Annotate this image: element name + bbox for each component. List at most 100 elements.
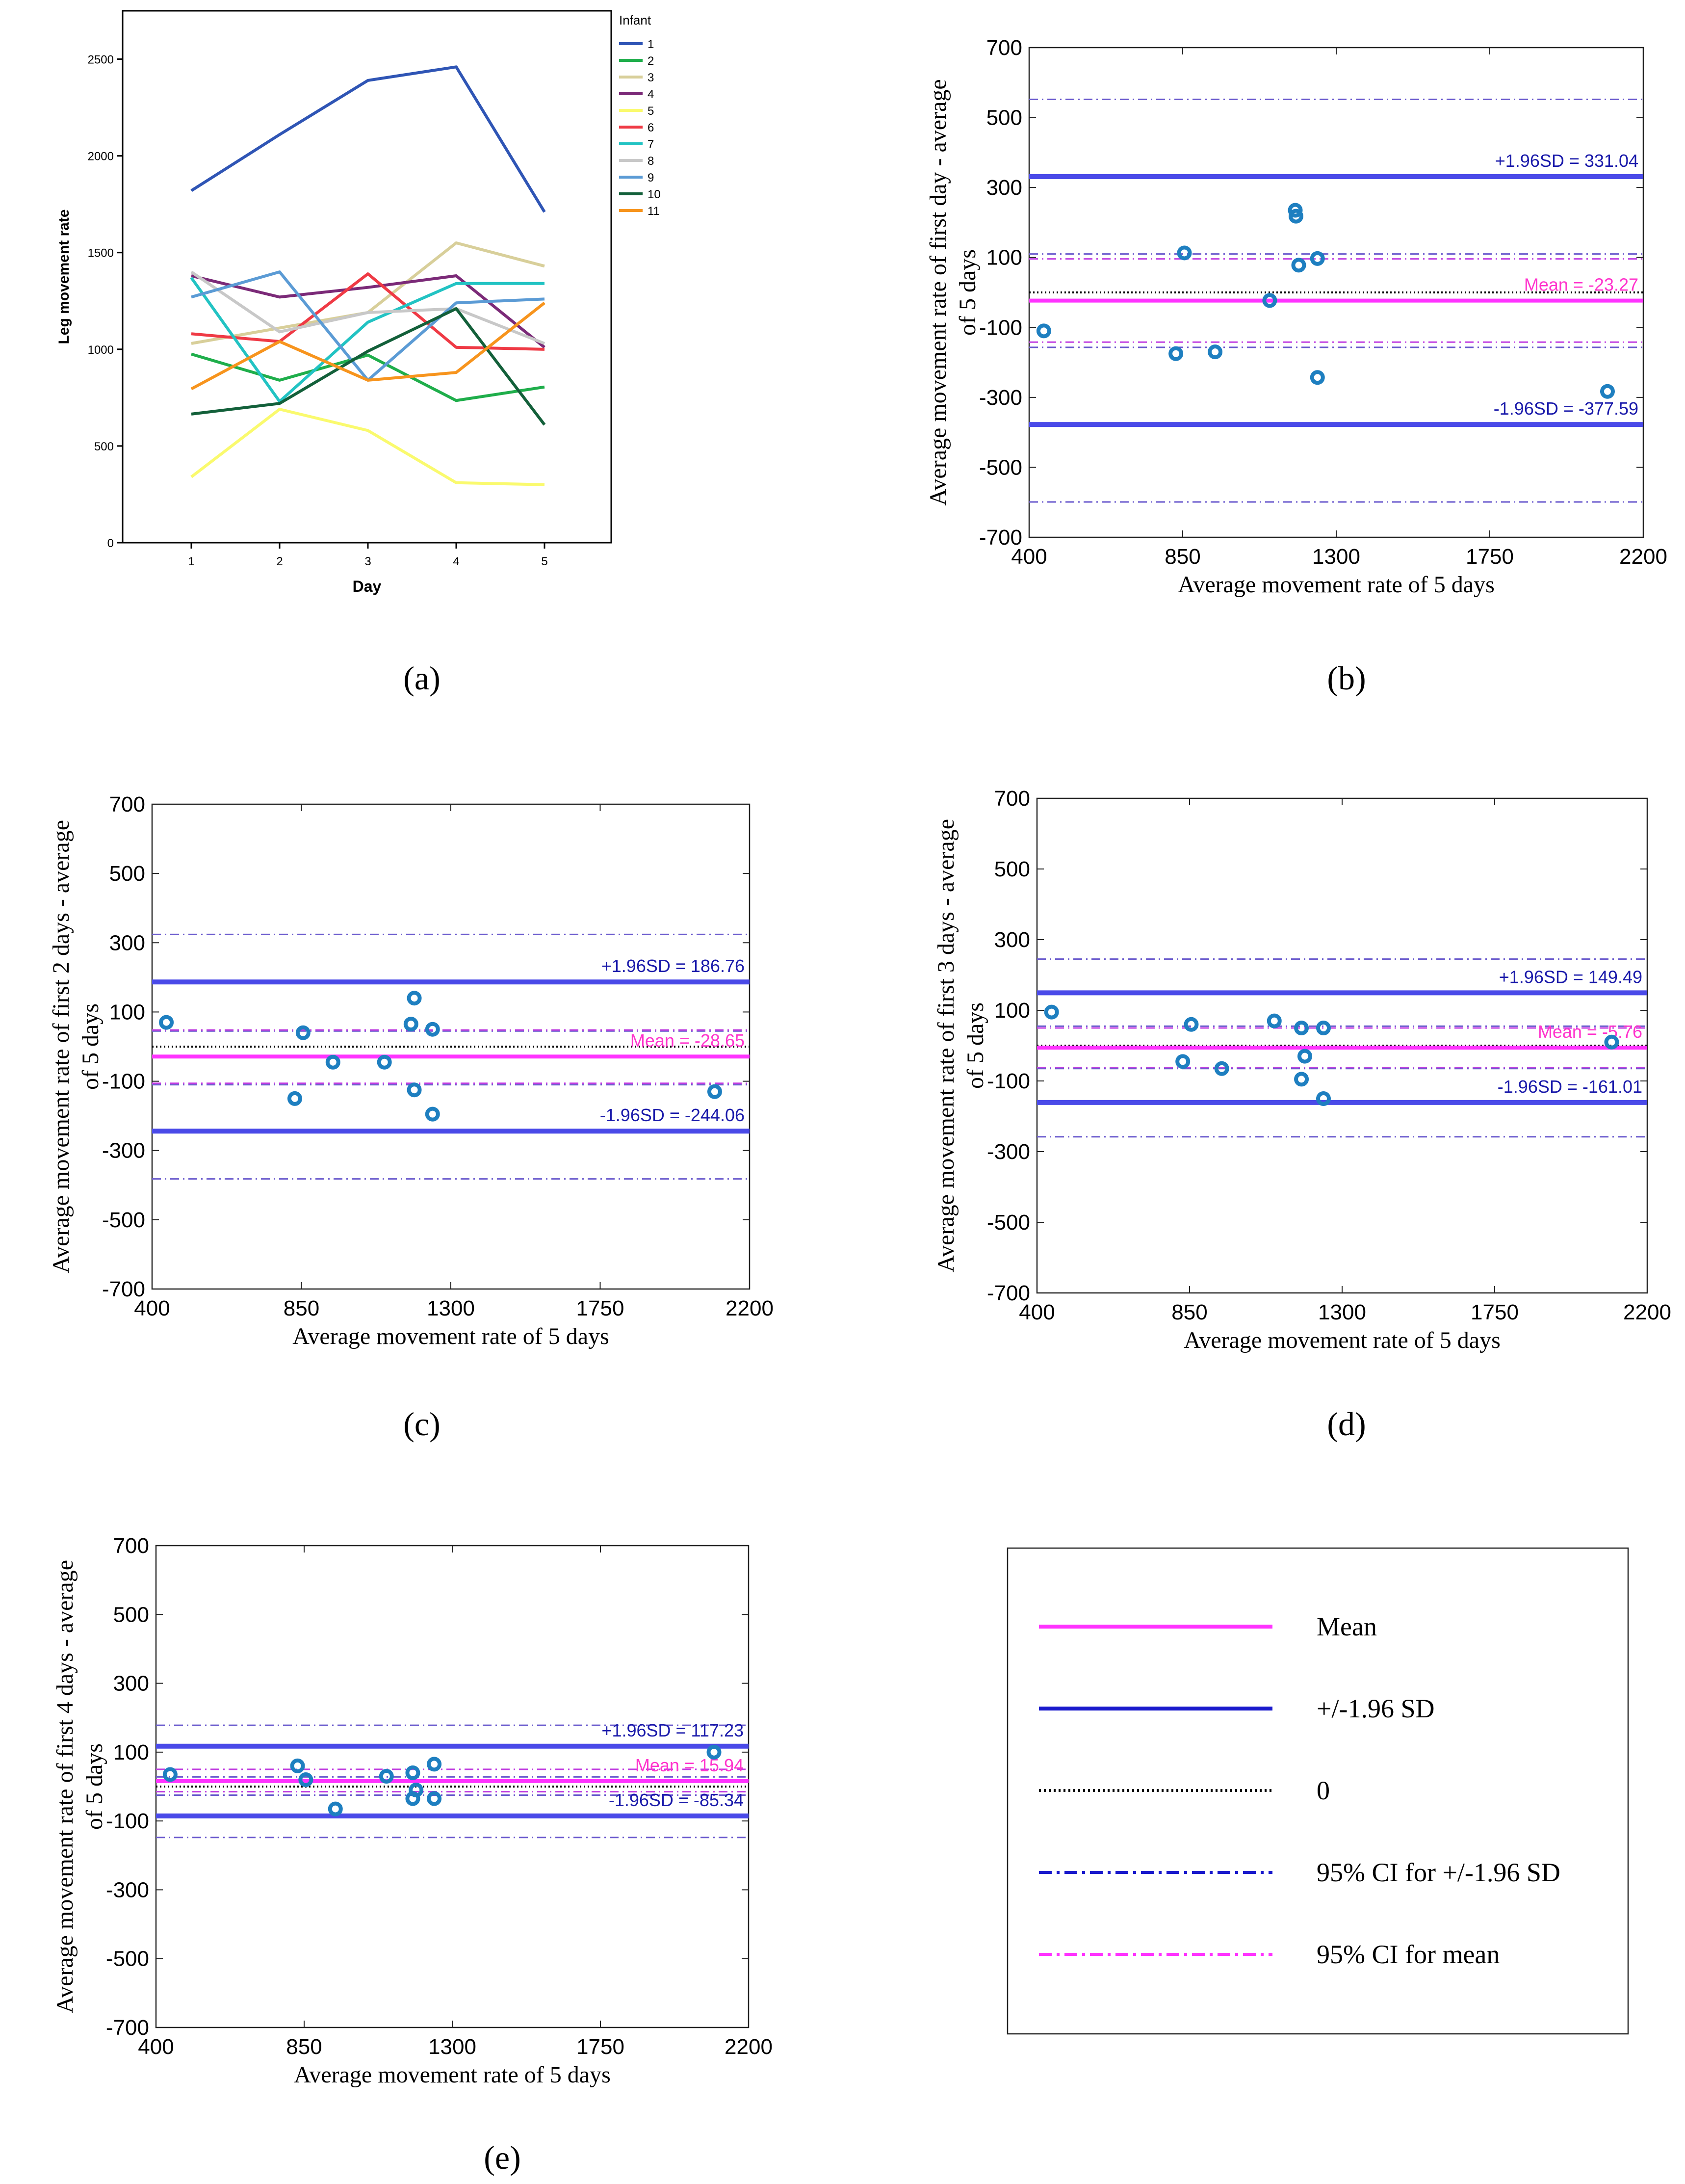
data-point — [162, 1767, 178, 1782]
legend-label-infant-4: 4 — [648, 88, 654, 101]
y-tick-label: 700 — [994, 787, 1030, 811]
x-tick-label: 3 — [364, 555, 371, 568]
data-point — [290, 1758, 305, 1773]
y-tick-label: 300 — [109, 931, 145, 955]
data-point — [295, 1025, 311, 1040]
y-tick-label: -700 — [987, 1281, 1030, 1305]
x-tick-label: 2200 — [1623, 1300, 1671, 1324]
data-point — [1214, 1061, 1229, 1076]
y-tick-label: 100 — [113, 1740, 149, 1764]
data-point — [707, 1084, 722, 1099]
legend-label-infant-10: 10 — [648, 188, 661, 201]
y-tick-label: 500 — [113, 1603, 149, 1627]
x-tick-label: 2200 — [1619, 545, 1667, 569]
data-point — [1288, 203, 1303, 218]
data-point — [405, 1791, 420, 1806]
x-tick-label: 1750 — [576, 2035, 624, 2059]
y-axis-title-line1: Average movement rate of first 2 days - … — [48, 820, 74, 1273]
data-point — [298, 1772, 313, 1787]
x-tick-label: 5 — [541, 555, 547, 568]
x-tick-label: 400 — [138, 2035, 174, 2059]
y-axis-title-line2: of 5 days — [955, 249, 981, 336]
y-tick-label: 300 — [113, 1672, 149, 1696]
series-line-infant-5 — [190, 408, 545, 486]
x-tick-label: 1750 — [576, 1296, 624, 1320]
y-tick-label: -500 — [987, 1210, 1030, 1235]
data-point — [1294, 1072, 1309, 1087]
data-point — [1604, 1034, 1619, 1050]
panel-label: (d) — [1327, 1405, 1366, 1443]
y-tick-label: 500 — [109, 862, 145, 886]
data-point — [407, 991, 422, 1006]
x-tick-label: 2200 — [725, 2035, 773, 2059]
data-point — [379, 1768, 394, 1784]
x-axis-title: Day — [353, 578, 382, 595]
x-tick-label: 1750 — [1471, 1300, 1519, 1324]
data-point — [706, 1744, 722, 1760]
data-point — [1267, 1013, 1282, 1028]
series-line-infant-4 — [191, 274, 545, 349]
series-line-infant-1 — [190, 65, 546, 213]
data-point — [1036, 323, 1051, 339]
x-tick-label: 850 — [1165, 545, 1200, 569]
data-point — [1291, 258, 1306, 273]
data-point — [1310, 370, 1325, 385]
x-tick-label: 2200 — [726, 1296, 774, 1320]
data-point — [1600, 384, 1615, 399]
data-point — [159, 1015, 174, 1030]
y-axis-title: Leg movement rate — [56, 209, 72, 344]
series-line-infant-8 — [190, 270, 545, 345]
legend-label-3: 95% CI for +/-1.96 SD — [1317, 1858, 1560, 1887]
data-point — [1316, 1091, 1331, 1106]
series-line-infant-11 — [190, 301, 545, 391]
x-tick-label: 400 — [1011, 545, 1047, 569]
y-tick-label: -500 — [106, 1947, 149, 1971]
legend-label-infant-7: 7 — [648, 138, 654, 151]
data-point — [1310, 251, 1325, 266]
data-point — [425, 1106, 440, 1122]
y-tick-label: -300 — [102, 1139, 145, 1163]
data-point — [407, 1082, 422, 1098]
x-tick-label: 850 — [286, 2035, 322, 2059]
y-tick-label: 300 — [994, 928, 1030, 952]
x-tick-label: 1 — [188, 555, 194, 568]
legend-label-infant-3: 3 — [648, 71, 654, 84]
y-tick-label: 700 — [113, 1534, 149, 1558]
y-axis-title-line2: of 5 days — [78, 1003, 104, 1090]
x-tick-label: 400 — [134, 1296, 170, 1320]
lower-sd-label: -1.96SD = -244.06 — [600, 1105, 745, 1125]
series-line-infant-10 — [191, 307, 546, 426]
y-tick-label: -500 — [979, 455, 1022, 479]
legend-label-infant-9: 9 — [648, 171, 654, 184]
series-line-infant-2 — [191, 352, 545, 402]
legend-label-infant-11: 11 — [648, 205, 660, 218]
x-tick-label: 1300 — [1318, 1300, 1366, 1324]
y-tick-label: -500 — [102, 1208, 145, 1232]
data-point — [1208, 344, 1223, 360]
data-point — [287, 1091, 302, 1106]
y-tick-label: 100 — [986, 246, 1022, 270]
y-axis-title-line1: Average movement rate of first day - ave… — [925, 79, 951, 505]
x-tick-label: 850 — [1171, 1300, 1207, 1324]
upper-sd-label: +1.96SD = 117.23 — [601, 1720, 744, 1740]
y-tick-label: 2000 — [88, 150, 114, 163]
mean-label: Mean = -28.65 — [630, 1030, 745, 1051]
y-axis-title-line1: Average movement rate of first 3 days - … — [933, 819, 959, 1272]
upper-sd-label: +1.96SD = 149.49 — [1499, 967, 1642, 987]
method-legend: Mean +/-1.96 SD 0 95% CI for +/-1.96 SD 95% … — [1007, 1547, 1629, 2035]
y-tick-label: 1000 — [88, 343, 114, 357]
upper-sd-label: +1.96SD = 331.04 — [1495, 151, 1638, 171]
x-axis-title: Average movement rate of 5 days — [1184, 1327, 1501, 1353]
x-tick-label: 4 — [453, 555, 459, 568]
y-axis-title-line2: of 5 days — [81, 1743, 107, 1830]
panel-a-line-chart: 0 500 1000 1500 2000 2500 1 2 3 4 5 Day Leg movement… — [56, 10, 661, 697]
lower-sd-label: -1.96SD = -377.59 — [1494, 398, 1638, 419]
y-tick-label: 500 — [986, 106, 1022, 130]
data-point — [1294, 1021, 1309, 1035]
data-point — [1175, 1054, 1191, 1069]
y-tick-label: 100 — [994, 999, 1030, 1023]
legend-label-2: 0 — [1317, 1776, 1330, 1805]
